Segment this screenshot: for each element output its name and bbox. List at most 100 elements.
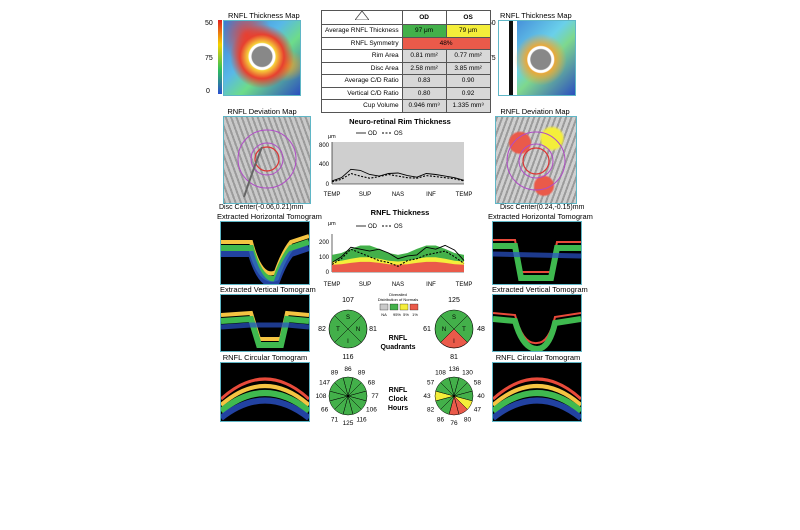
quad-legend-label-3: 1%: [412, 312, 418, 317]
rim-legend-od: OD: [368, 131, 378, 137]
od-scale-bottom: 0: [206, 88, 210, 95]
rnfl-legend-od: OD: [368, 224, 378, 230]
os-quad-letter-n: N: [442, 327, 446, 333]
quad-legend-label-1: 95%: [393, 312, 401, 317]
quad-legend-label-2: 5%: [403, 312, 409, 317]
rim-xtick-2: NAS: [392, 192, 404, 198]
os-horizontal-tomogram-scan: [493, 239, 581, 281]
row-label: Average C/D Ratio: [321, 74, 403, 88]
rnfl-xtick-2: NAS: [392, 282, 404, 288]
od-disc-center: Disc Center(-0.06,0.21)mm: [219, 204, 304, 211]
clock-value: 86: [344, 366, 352, 373]
row-os-value: 0.77 mm²: [445, 49, 491, 63]
os-horizontal-tomogram-title: Extracted Horizontal Tomogram: [488, 212, 593, 221]
clock-sector: [334, 377, 349, 397]
clock-value: 108: [435, 370, 446, 377]
clock-sector: [440, 377, 455, 397]
os-circular-tomogram-scan: [493, 377, 581, 421]
rnfl-unit: μm: [328, 221, 336, 227]
os-vertical-tomogram-scan: [493, 312, 581, 351]
od-circular-tomogram: [220, 362, 310, 422]
row-os-value: 1.335 mm³: [445, 99, 491, 113]
od-vertical-tomogram-scan: [221, 310, 309, 348]
table-row: Average C/D Ratio 0.83 0.90: [321, 74, 491, 88]
quad-legend-red: [409, 303, 419, 311]
os-disc-overlay: [506, 131, 566, 191]
row-label: Average RNFL Thickness: [321, 24, 403, 38]
row-label: Rim Area: [321, 49, 403, 63]
quad-legend-yellow: [399, 303, 409, 311]
os-horizontal-tomogram: [492, 221, 582, 285]
od-deviation-map: [223, 116, 311, 204]
os-quad-n-value: 61: [423, 326, 431, 333]
clock-value: 86: [437, 416, 445, 423]
clock-value: 89: [358, 370, 366, 377]
rim-legend-os: OS: [394, 131, 403, 137]
table-header-od: OD: [401, 10, 447, 25]
clock-value: 66: [321, 407, 329, 414]
os-quad-i-value: 81: [450, 354, 458, 361]
clock-value: 116: [356, 416, 367, 423]
od-vertical-tomogram: [220, 294, 310, 352]
od-quad-t-value: 82: [318, 326, 326, 333]
os-quadrant-chart: S N I T 125 48 81 61: [423, 297, 485, 361]
rnfl-chart: OD OS μm 200 100 0 TEMP SUP NAS INF TEMP: [319, 221, 473, 288]
row-label: RNFL Symmetry: [321, 36, 403, 50]
rim-xtick-0: TEMP: [324, 192, 341, 198]
os-thickness-map-title: RNFL Thickness Map: [500, 11, 572, 20]
rim-chart-title: Neuro-retinal Rim Thickness: [349, 117, 451, 126]
rnfl-xtick-3: INF: [426, 282, 436, 288]
rim-ytick-1: 400: [319, 162, 330, 168]
clock-value: 89: [331, 370, 339, 377]
rnfl-xtick-4: TEMP: [456, 282, 473, 288]
row-os-value: 0.92: [445, 86, 491, 100]
table-header-row: OD OS: [321, 10, 491, 25]
row-od-value: 0.80: [401, 86, 447, 100]
od-circular-tomogram-title: RNFL Circular Tomogram: [222, 353, 308, 362]
clock-value: 76: [450, 420, 458, 427]
eye-icon: [353, 10, 370, 21]
os-quad-letter-i: I: [453, 339, 455, 345]
row-label: Cup Volume: [321, 99, 403, 113]
clock-value: 68: [368, 380, 376, 387]
os-quadrant-inferior: [440, 328, 468, 349]
clock-value: 58: [474, 380, 482, 387]
rnfl-ytick-1: 100: [319, 255, 330, 261]
row-od-value: 97 μm: [401, 24, 447, 38]
clock-value: 106: [366, 407, 377, 414]
row-merged-value: 48%: [401, 36, 491, 50]
rnfl-xtick-0: TEMP: [324, 282, 341, 288]
os-circular-tomogram: [492, 362, 582, 422]
clock-value: 47: [474, 407, 482, 414]
os-deviation-title: RNFL Deviation Map: [500, 107, 570, 116]
clock-value: 147: [319, 380, 330, 387]
od-quad-s-value: 107: [342, 297, 354, 304]
od-circular-tomogram-scan: [221, 377, 309, 421]
row-os-value: 3.85 mm²: [445, 61, 491, 75]
os-thickness-map: [498, 20, 576, 96]
rim-ytick-0: 800: [319, 143, 330, 149]
od-deviation-title: RNFL Deviation Map: [227, 107, 297, 116]
quad-legend-green: [389, 303, 399, 311]
od-quadrant-chart: S N I T 107 81 116 82: [318, 297, 377, 361]
os-circular-tomogram-title: RNFL Circular Tomogram: [495, 353, 581, 362]
clock-value: 125: [343, 420, 354, 427]
rnfl-ytick-0: 200: [319, 240, 330, 246]
clock-title-2: Clock: [388, 396, 407, 403]
rim-xtick-4: TEMP: [456, 192, 473, 198]
clock-value: 80: [464, 416, 472, 423]
quad-legend-title: Distribution of Normals: [378, 297, 418, 302]
od-quad-letter-i: I: [347, 339, 349, 345]
rnfl-xtick-1: SUP: [359, 282, 371, 288]
od-thickness-map: [223, 20, 301, 96]
table-row: Cup Volume 0.946 mm³ 1.335 mm³: [321, 99, 491, 113]
rnfl-ytick-2: 0: [326, 270, 330, 276]
table-corner: [321, 10, 403, 25]
quadrants-panel: S N I T 107 81 116 82 Diverailed Distrib…: [318, 292, 485, 361]
quad-legend-label-0: NA: [381, 312, 387, 317]
metrics-table: OD OS Average RNFL Thickness 97 μm 79 μm…: [321, 10, 491, 113]
rim-os-line: [331, 172, 465, 183]
clock-value: 40: [477, 393, 485, 400]
